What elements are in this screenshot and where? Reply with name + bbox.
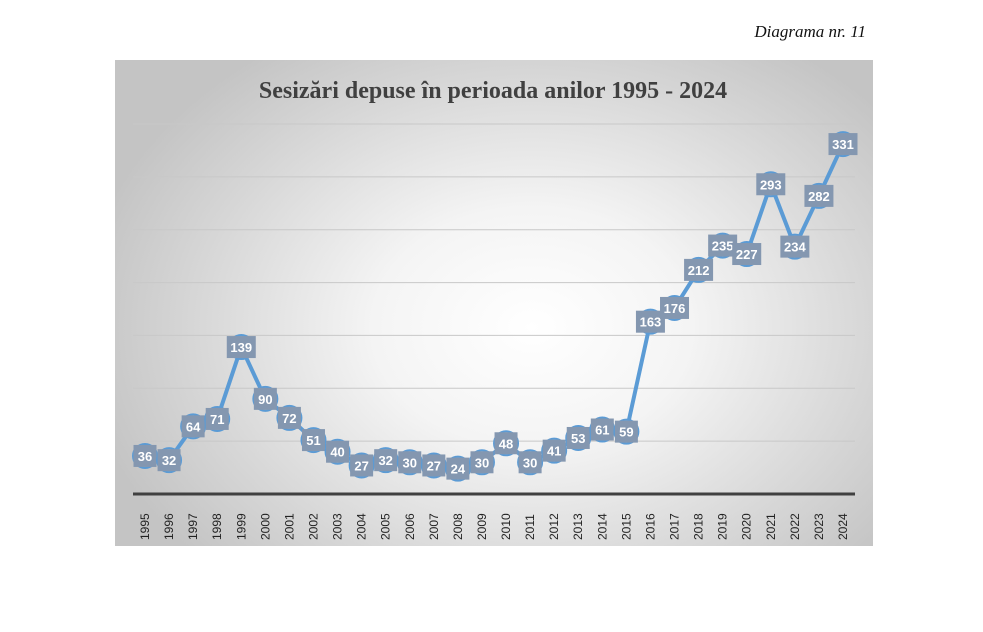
x-tick-label: 2022	[788, 513, 802, 540]
x-tick-label: 2000	[258, 513, 272, 540]
data-label: 24	[451, 462, 466, 477]
data-label-box	[542, 439, 566, 462]
x-tick-label: 2003	[331, 513, 345, 540]
data-label-box	[660, 296, 690, 319]
x-tick-label: 2001	[282, 513, 296, 540]
data-label-box	[350, 454, 374, 477]
data-label-box	[756, 173, 786, 196]
data-label: 51	[306, 433, 320, 448]
data-label-box	[301, 429, 325, 452]
x-tick-label: 2007	[427, 513, 441, 540]
data-label: 90	[258, 392, 272, 407]
data-label-box	[708, 234, 738, 257]
x-tick-label: 2019	[716, 513, 730, 540]
data-label: 53	[571, 431, 585, 446]
data-label: 282	[808, 189, 830, 204]
data-label-box	[133, 444, 157, 467]
data-label-box	[205, 407, 229, 430]
data-label-box	[804, 184, 834, 207]
data-label: 72	[282, 411, 296, 426]
data-label: 163	[640, 315, 662, 330]
data-label-box	[566, 426, 590, 449]
data-label: 41	[547, 444, 561, 459]
data-label-box	[614, 420, 638, 443]
data-label-box	[590, 418, 614, 441]
data-label-box	[398, 451, 422, 474]
x-tick-label: 2005	[379, 513, 393, 540]
x-tick-label: 1998	[210, 513, 224, 540]
x-tick-label: 2016	[643, 513, 657, 540]
x-tick-label: 2020	[740, 513, 754, 540]
x-tick-label: 2024	[836, 513, 850, 540]
x-tick-label: 2010	[499, 513, 513, 540]
data-label-box	[494, 432, 518, 455]
data-label-box	[684, 258, 714, 281]
data-label-box	[518, 451, 542, 474]
x-tick-label: 2002	[306, 513, 320, 540]
data-label-box	[374, 449, 398, 472]
x-tick-label: 2008	[451, 513, 465, 540]
x-tick-label: 2006	[403, 513, 417, 540]
data-label-box	[181, 415, 205, 438]
x-tick-label: 2004	[355, 513, 369, 540]
data-label: 59	[619, 425, 633, 440]
x-tick-label: 1995	[138, 513, 152, 540]
x-tick-label: 2023	[812, 513, 826, 540]
data-label: 61	[595, 423, 609, 438]
data-label: 36	[138, 449, 152, 464]
data-label: 27	[427, 458, 441, 473]
data-label-box	[253, 387, 277, 410]
x-tick-label: 1997	[186, 513, 200, 540]
x-tick-label: 2009	[475, 513, 489, 540]
data-label-box	[157, 449, 181, 472]
x-tick-label: 2014	[595, 513, 609, 540]
series-line	[144, 143, 845, 471]
x-tick-label: 2015	[619, 513, 633, 540]
chart-title: Sesizări depuse în perioada anilor 1995 …	[259, 78, 727, 104]
data-label: 176	[664, 301, 686, 316]
x-tick-label: 2012	[547, 513, 561, 540]
x-tick-label: 2011	[523, 514, 537, 540]
data-label-box	[635, 310, 665, 333]
x-tick-label: 2017	[668, 513, 682, 540]
data-label: 27	[354, 458, 368, 473]
data-label-box	[326, 440, 350, 463]
data-label: 40	[330, 445, 344, 460]
x-tick-label: 2013	[571, 513, 585, 540]
chart-area: Sesizări depuse în perioada anilor 1995 …	[115, 60, 873, 546]
data-label: 32	[378, 453, 392, 468]
data-label: 212	[688, 263, 710, 278]
data-label-box	[470, 451, 494, 474]
x-tick-label: 1996	[162, 513, 176, 540]
data-label-box	[277, 406, 301, 429]
data-label-box	[780, 235, 810, 258]
data-label: 30	[523, 455, 537, 470]
x-tick-label: 2021	[764, 513, 778, 540]
data-label: 64	[186, 419, 201, 434]
data-label: 331	[832, 137, 854, 152]
line-chart: Sesizări depuse în perioada anilor 1995 …	[132, 78, 858, 540]
data-label: 71	[210, 412, 224, 427]
data-label: 139	[230, 340, 252, 355]
data-label: 32	[162, 453, 176, 468]
diagram-caption: Diagrama nr. 11	[754, 22, 866, 41]
data-label: 293	[760, 177, 782, 192]
x-tick-label: 1999	[234, 513, 248, 540]
data-label: 30	[475, 455, 489, 470]
data-label-box	[446, 457, 470, 480]
data-label-box	[828, 133, 858, 156]
data-label-box	[732, 243, 762, 266]
data-label: 235	[712, 239, 734, 254]
data-label-box	[226, 336, 256, 359]
x-tick-label: 2018	[692, 513, 706, 540]
data-label: 234	[784, 240, 806, 255]
data-label: 30	[403, 455, 417, 470]
data-label: 48	[499, 436, 513, 451]
data-label-box	[422, 454, 446, 477]
data-label: 227	[736, 247, 758, 262]
